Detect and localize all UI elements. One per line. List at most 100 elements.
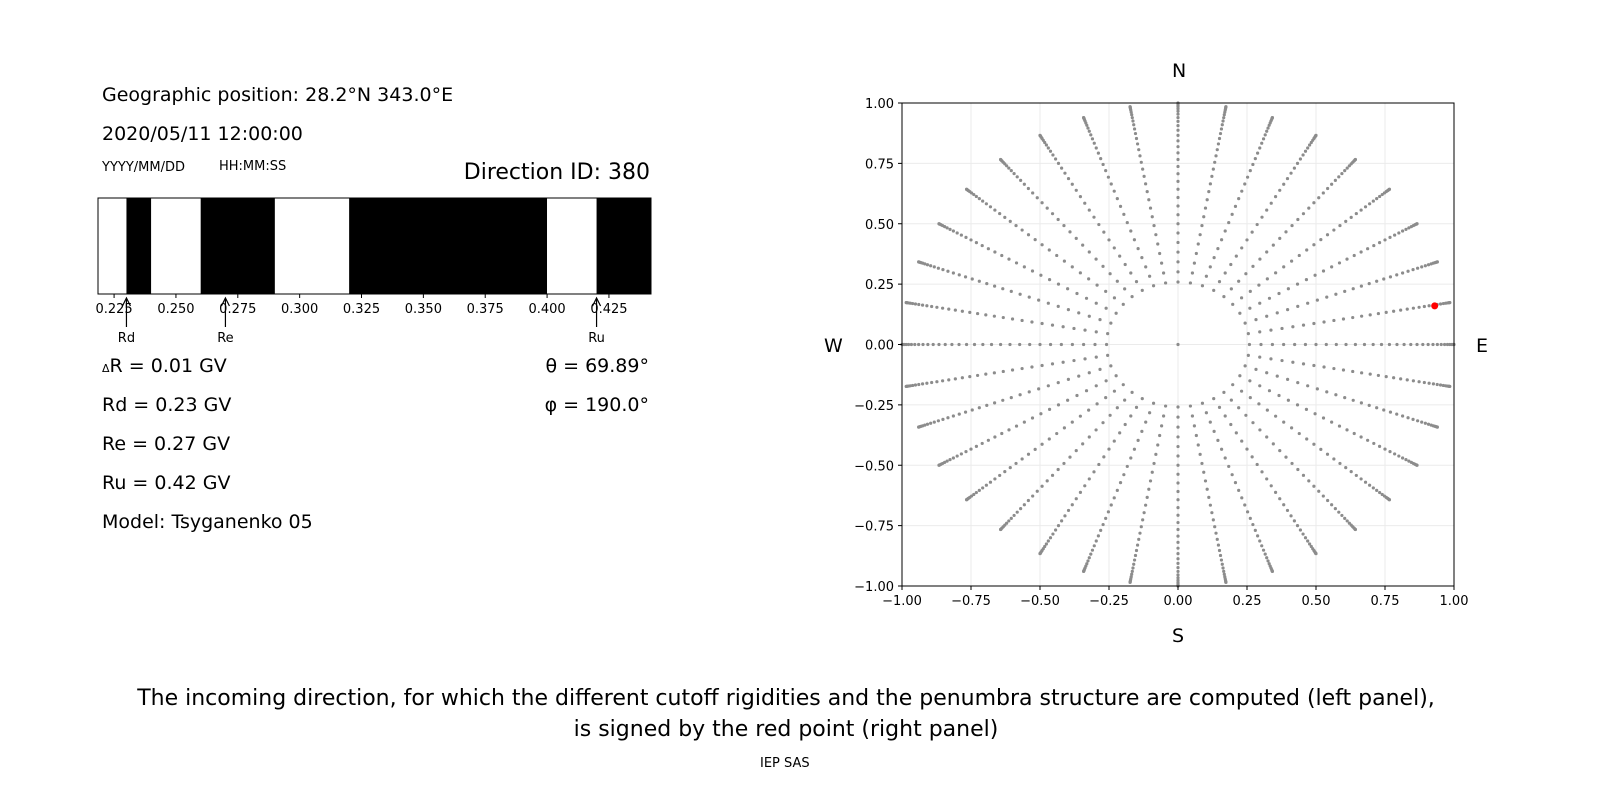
direction-point	[1240, 496, 1244, 500]
direction-point	[1343, 516, 1347, 520]
direction-point	[925, 304, 929, 308]
direction-point	[1078, 490, 1083, 494]
direction-point	[993, 435, 997, 439]
direction-point	[1325, 390, 1329, 394]
direction-point	[1338, 223, 1342, 228]
direction-point	[1229, 262, 1233, 267]
direction-point	[1046, 384, 1050, 388]
direction-point	[1253, 528, 1257, 532]
direction-point	[1122, 212, 1126, 216]
direction-point	[1176, 425, 1180, 429]
direction-point	[1344, 219, 1348, 223]
direction-point	[1033, 238, 1037, 242]
direction-point	[1237, 488, 1241, 492]
compass-north: N	[1172, 60, 1187, 82]
direction-point	[1061, 360, 1065, 364]
direction-point	[1176, 415, 1180, 419]
direction-point	[1000, 253, 1004, 258]
direction-point	[998, 342, 1003, 347]
direction-point	[1359, 401, 1363, 405]
direction-point	[985, 403, 989, 407]
direction-point	[984, 202, 988, 206]
direction-point	[1326, 186, 1330, 191]
direction-point	[1072, 358, 1076, 363]
direction-point	[964, 342, 969, 347]
direction-point	[1214, 531, 1218, 535]
selected-direction	[1431, 302, 1439, 310]
direction-point	[1337, 175, 1341, 179]
direction-point	[1148, 411, 1152, 415]
direction-point	[953, 377, 957, 381]
theta-value: θ = 69.89°	[545, 355, 649, 377]
direction-point	[1163, 281, 1168, 285]
datetime: 2020/05/11 12:00:00	[102, 123, 303, 145]
direction-point	[1282, 503, 1286, 507]
direction-point	[1123, 422, 1127, 427]
direction-point	[1107, 447, 1111, 451]
direction-point	[1261, 548, 1266, 552]
direction-point	[1118, 204, 1123, 208]
direction-point	[1031, 191, 1035, 195]
direction-point	[1295, 524, 1300, 528]
direction-point	[1354, 211, 1358, 216]
direction-point	[1375, 197, 1379, 201]
direction-point	[1115, 197, 1119, 201]
direction-point	[1106, 175, 1111, 179]
direction-point	[946, 416, 950, 420]
direction-point	[1285, 176, 1290, 181]
direction-point	[1104, 516, 1108, 520]
direction-point	[1260, 544, 1264, 548]
direction-point	[1046, 301, 1050, 305]
direction-point	[1086, 559, 1090, 563]
direction-point	[937, 342, 941, 347]
direction-point	[1101, 522, 1105, 527]
direction-point	[1332, 318, 1336, 323]
penumbra-tick-label: 0.375	[467, 302, 504, 317]
direction-point	[1265, 477, 1269, 481]
direction-point	[1176, 204, 1180, 208]
direction-point	[1435, 342, 1439, 347]
direction-point	[1094, 428, 1098, 432]
direction-point	[1371, 199, 1375, 203]
direction-point	[1255, 222, 1259, 227]
direction-point	[1176, 119, 1180, 123]
direction-point	[1188, 404, 1193, 408]
direction-point	[1375, 279, 1379, 283]
penumbra-segment-allowed	[151, 198, 201, 294]
direction-point	[1019, 506, 1023, 511]
direction-point	[1147, 198, 1151, 202]
direction-point	[1176, 222, 1180, 226]
direction-point	[1094, 146, 1098, 150]
direction-point	[1097, 462, 1101, 467]
direction-point	[1401, 456, 1405, 460]
direction-point	[1144, 420, 1148, 424]
direction-point	[970, 277, 974, 281]
x-tick-label: 0.50	[1302, 594, 1331, 609]
direction-point	[1423, 421, 1427, 425]
direction-point	[1141, 518, 1145, 522]
direction-point	[1442, 342, 1447, 347]
direction-point	[925, 263, 930, 267]
direction-point	[1219, 558, 1224, 562]
direction-point	[947, 307, 951, 311]
direction-point	[988, 205, 993, 209]
direction-point	[1062, 223, 1066, 228]
direction-point	[1395, 342, 1399, 347]
direction-point	[1243, 364, 1247, 368]
direction-point	[993, 284, 997, 288]
direction-point	[1351, 369, 1355, 374]
direction-point	[1379, 342, 1384, 347]
direction-point	[1231, 383, 1235, 387]
direction-point	[1422, 304, 1426, 309]
direction-point	[960, 376, 964, 380]
compass-south: S	[1172, 625, 1185, 647]
direction-point	[941, 417, 945, 421]
direction-point	[1340, 513, 1344, 518]
direction-point	[1248, 395, 1252, 400]
y-tick-label: 0.50	[865, 218, 894, 233]
direction-point	[1018, 393, 1022, 397]
direction-point	[1245, 510, 1250, 514]
direction-point	[1160, 424, 1164, 428]
direction-point	[1130, 572, 1134, 576]
direction-point	[1271, 442, 1275, 446]
